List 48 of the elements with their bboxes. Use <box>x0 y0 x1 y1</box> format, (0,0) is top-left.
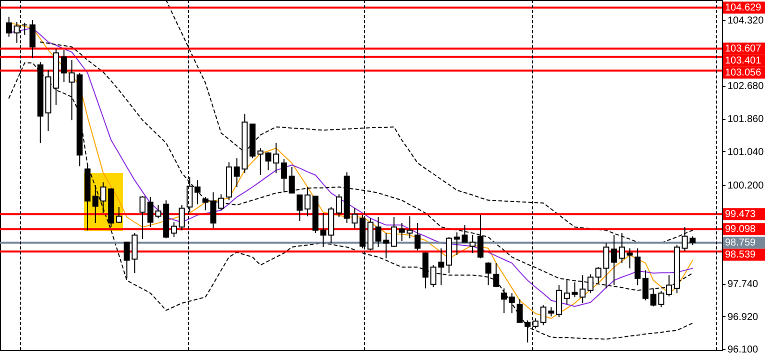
y-tick-label: 101.860 <box>728 114 764 126</box>
candlestick <box>626 248 633 269</box>
candlestick <box>140 196 146 240</box>
y-tick-label: 97.740 <box>728 279 759 290</box>
y-tick-label: 101.040 <box>728 146 764 158</box>
candlestick <box>288 166 295 194</box>
y-tick-label: 104.320 <box>728 16 764 27</box>
candlestick <box>178 204 185 231</box>
candlestick <box>611 234 618 286</box>
ref-line-label: 103.056 <box>725 68 762 79</box>
y-tick-label: 102.680 <box>728 81 764 92</box>
candlestick <box>30 20 36 59</box>
candlestick <box>360 214 366 249</box>
candlestick <box>6 16 12 38</box>
ref-line-label: 103.607 <box>725 44 762 55</box>
candlestick <box>477 214 484 259</box>
candlestick <box>634 248 641 286</box>
candlestick <box>22 22 28 36</box>
candlestick <box>516 298 523 323</box>
candlestick <box>391 216 398 248</box>
candlestick <box>194 180 201 205</box>
candlestick <box>532 318 538 329</box>
candlestick <box>493 262 500 288</box>
candlestick <box>280 158 287 193</box>
candlestick <box>257 148 264 176</box>
candlestick <box>304 186 311 217</box>
candlestick <box>414 222 421 251</box>
candlestick <box>60 50 67 83</box>
candlestick <box>336 194 342 218</box>
y-tick-label: 96.100 <box>728 344 759 353</box>
candlestick <box>501 288 508 314</box>
y-tick-label: 96.920 <box>728 312 759 323</box>
candlestick <box>186 176 193 213</box>
ref-line-label: 104.629 <box>725 2 762 14</box>
candlestick <box>296 194 303 222</box>
ref-line-label: 98.759 <box>725 238 756 249</box>
candlestick <box>170 222 177 238</box>
candlestick <box>202 196 208 211</box>
candlestick <box>470 234 476 254</box>
candlestick <box>14 22 20 44</box>
y-tick-label: 100.200 <box>728 180 764 192</box>
candlestick <box>485 262 492 286</box>
candlestick <box>116 206 122 224</box>
ref-line-label: 99.473 <box>725 209 756 220</box>
ref-line-label: 98.539 <box>725 250 756 261</box>
ref-line-label: 99.098 <box>725 224 756 236</box>
candlestick <box>508 292 515 314</box>
ref-line-label: 103.401 <box>725 56 762 67</box>
